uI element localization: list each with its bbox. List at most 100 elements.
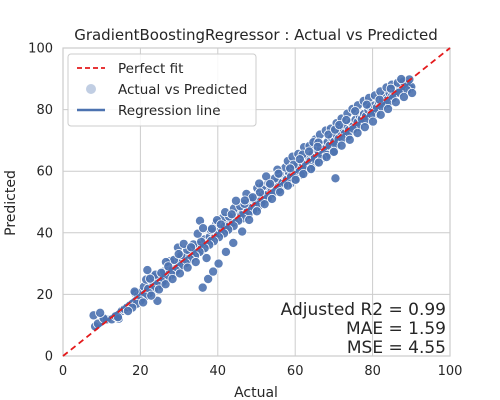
legend-label-regression-line: Regression line	[118, 103, 221, 119]
data-point	[367, 116, 378, 127]
data-point	[95, 307, 106, 318]
data-point	[282, 180, 293, 191]
y-tick-labels: 0 20 40 60 80 100	[28, 42, 53, 365]
data-point	[265, 178, 276, 189]
data-point	[186, 242, 197, 253]
fit-lines	[62, 47, 451, 357]
data-point	[167, 273, 178, 284]
x-tick-label: 100	[438, 364, 463, 379]
data-point	[206, 223, 217, 234]
legend: Perfect fit Actual vs Predicted Regressi…	[67, 53, 257, 127]
data-point	[215, 219, 226, 230]
data-point	[160, 279, 171, 290]
data-point	[254, 187, 265, 198]
data-point	[385, 83, 396, 94]
data-point	[174, 268, 185, 279]
data-point	[123, 306, 134, 317]
data-point	[226, 209, 237, 220]
data-point	[138, 297, 149, 308]
data-point	[375, 109, 386, 120]
data-point	[298, 168, 309, 179]
data-point	[129, 286, 140, 297]
data-point	[361, 99, 372, 110]
data-point	[290, 174, 301, 185]
data-point	[321, 152, 332, 163]
data-point	[153, 284, 164, 295]
x-tick-labels: 0 20 40 60 80 100	[59, 364, 463, 379]
data-point	[294, 154, 305, 165]
data-point	[313, 157, 324, 168]
data-point	[336, 140, 347, 151]
y-axis-label: Predicted	[3, 170, 19, 236]
data-point	[398, 91, 409, 102]
data-point	[273, 168, 284, 179]
x-tick-label: 20	[132, 364, 149, 379]
data-point	[312, 141, 323, 152]
data-point	[390, 97, 401, 108]
data-point	[306, 164, 317, 175]
scatter-legend-swatch	[86, 84, 96, 94]
data-point	[228, 237, 239, 248]
data-point	[190, 257, 201, 268]
y-tick-label: 80	[36, 103, 53, 118]
data-point	[173, 249, 184, 260]
data-point	[396, 74, 407, 85]
axes-border	[62, 47, 451, 357]
y-tick-label: 0	[45, 350, 53, 365]
data-point	[359, 122, 370, 133]
data-point	[237, 226, 248, 237]
data-point	[251, 206, 262, 217]
data-point	[344, 134, 355, 145]
data-point	[341, 115, 352, 126]
mae-text: MAE = 1.59	[346, 319, 446, 339]
chart-title: GradientBoostingRegressor : Actual vs Pr…	[74, 26, 438, 44]
metrics-annotation: Adjusted R2 = 0.99 MAE = 1.59 MSE = 4.55	[281, 300, 446, 358]
data-point	[323, 129, 334, 140]
data-point	[146, 290, 157, 301]
data-point	[220, 246, 231, 257]
y-tick-label: 40	[36, 226, 53, 241]
x-tick-label: 80	[364, 364, 381, 379]
perfect-fit-line	[62, 47, 451, 357]
data-point	[407, 87, 418, 98]
data-point	[383, 103, 394, 114]
data-point	[304, 146, 315, 157]
legend-label-actual-vs-predicted: Actual vs Predicted	[118, 82, 247, 98]
data-point	[259, 199, 270, 210]
x-axis-label: Actual	[234, 385, 278, 400]
y-tick-label: 60	[36, 165, 53, 180]
data-point	[266, 193, 277, 204]
data-point	[142, 265, 153, 276]
axes-frame	[62, 47, 451, 357]
data-point	[197, 282, 208, 293]
data-point	[328, 146, 339, 157]
x-tick-label: 60	[287, 364, 304, 379]
legend-label-perfect-fit: Perfect fit	[118, 61, 183, 77]
data-point	[145, 273, 156, 284]
data-point	[198, 223, 209, 234]
data-point	[254, 178, 265, 189]
data-point	[334, 120, 345, 131]
x-tick-label: 0	[59, 364, 67, 379]
data-point	[285, 163, 296, 174]
y-tick-label: 20	[36, 288, 53, 303]
data-point	[213, 258, 224, 269]
data-point	[244, 214, 255, 225]
mse-text: MSE = 4.55	[347, 338, 446, 358]
data-point	[203, 273, 214, 284]
x-tick-label: 40	[210, 364, 227, 379]
data-point	[350, 106, 361, 117]
legend-box	[67, 53, 257, 127]
data-point	[239, 195, 250, 206]
adjusted-r2-text: Adjusted R2 = 0.99	[281, 300, 446, 320]
data-point	[352, 128, 363, 139]
data-point	[275, 187, 286, 198]
data-point	[201, 253, 212, 264]
data-point	[330, 173, 341, 184]
y-tick-label: 100	[28, 42, 53, 57]
data-point	[182, 262, 193, 273]
data-point	[230, 195, 241, 206]
data-point	[208, 266, 219, 277]
